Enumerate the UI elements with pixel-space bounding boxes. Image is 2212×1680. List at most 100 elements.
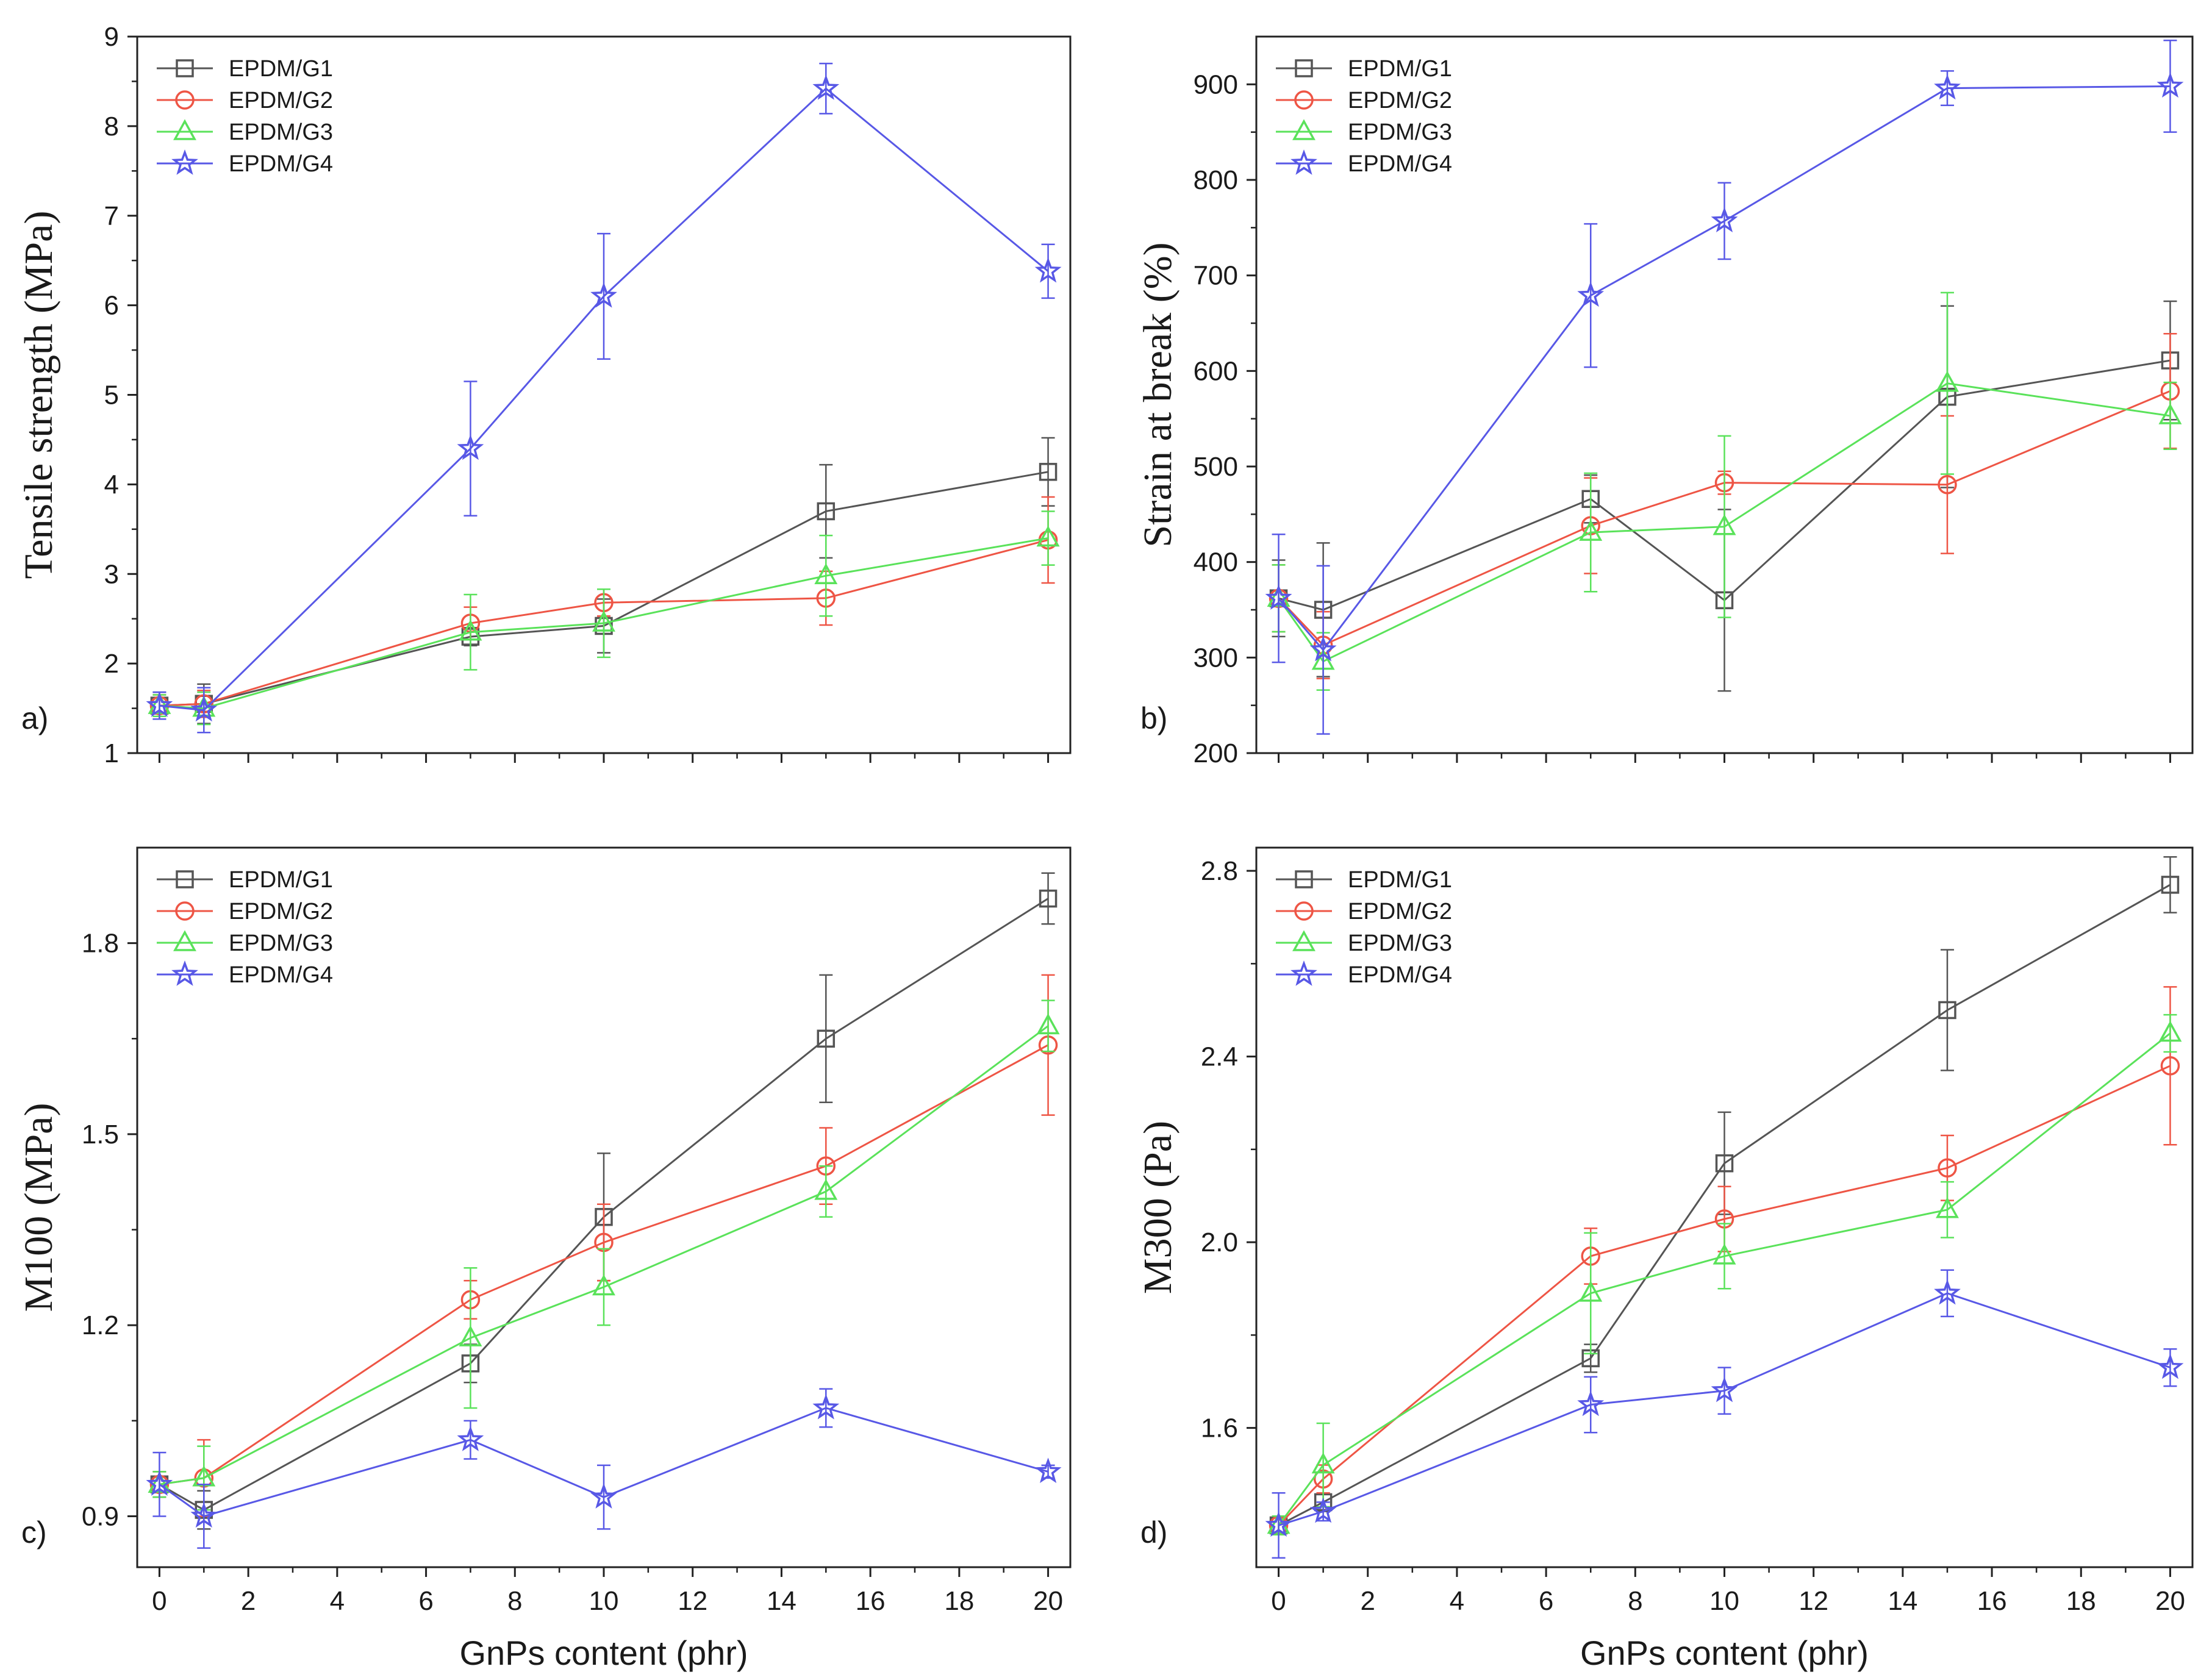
data-point xyxy=(1265,584,1292,610)
x-tick-label: 0 xyxy=(1271,1586,1286,1616)
x-tick-label: 6 xyxy=(418,1586,433,1616)
y-tick-label: 700 xyxy=(1194,261,1238,291)
data-point xyxy=(457,434,484,460)
data-point xyxy=(814,563,838,584)
y-tick-label: 8 xyxy=(104,112,119,141)
legend-entry-label: EPDM/G3 xyxy=(229,931,333,956)
data-point xyxy=(1036,1013,1060,1035)
legend-marker xyxy=(171,960,198,986)
legend-entry-label: EPDM/G2 xyxy=(1348,88,1452,113)
chart-panel-3: 0 2 4 6 8 10 12 14 16 18 20 0.9 1.2 1.5 1.8 M100 (MPa) G… xyxy=(16,846,1072,1672)
data-point xyxy=(1938,475,1957,495)
legend: EPDM/G1 EPDM/G2 EPDM/G3 EPDM/G4 xyxy=(1276,867,1452,988)
data-point xyxy=(190,1502,218,1528)
y-tick-label: 800 xyxy=(1194,165,1238,195)
y-tick-label: 0.9 xyxy=(82,1501,119,1531)
series-epdm-g1 xyxy=(150,437,1058,724)
series-line xyxy=(1278,85,2171,652)
data-point xyxy=(817,1029,836,1048)
legend-entry-label: EPDM/G2 xyxy=(1348,899,1452,924)
data-point xyxy=(1579,1281,1603,1302)
y-tick-label: 4 xyxy=(104,470,119,499)
series-epdm-g4 xyxy=(146,62,1062,734)
legend-marker xyxy=(175,901,195,921)
panel-label: a) xyxy=(21,701,48,735)
data-point xyxy=(1938,1158,1957,1178)
y-tick-label: 1.8 xyxy=(82,929,119,959)
data-point xyxy=(1309,635,1337,662)
x-tick-label: 20 xyxy=(2155,1586,2185,1616)
data-point xyxy=(1934,74,1961,100)
y-tick-label: 200 xyxy=(1194,738,1238,768)
y-tick-label: 5 xyxy=(104,381,119,410)
data-point xyxy=(2157,72,2184,98)
data-point xyxy=(1711,207,1738,232)
legend-entry-label: EPDM/G3 xyxy=(229,120,333,145)
y-tick-label: 600 xyxy=(1194,356,1238,386)
legend-entry-label: EPDM/G4 xyxy=(1348,962,1452,988)
data-point xyxy=(1034,1457,1062,1483)
x-tick-label: 14 xyxy=(1888,1586,1917,1616)
data-point xyxy=(1934,1279,1961,1305)
data-point xyxy=(459,620,482,641)
legend-marker xyxy=(173,119,196,140)
legend-entry-label: EPDM/G2 xyxy=(229,899,333,924)
data-point xyxy=(146,1470,173,1496)
y-tick-label: 3 xyxy=(104,559,119,589)
data-point xyxy=(592,610,615,632)
legend-marker xyxy=(1295,870,1313,888)
legend-marker xyxy=(1294,901,1314,921)
y-axis-title: M100 (MPa) xyxy=(16,1103,61,1312)
data-point xyxy=(2160,1056,2180,1076)
data-point xyxy=(1938,1001,1956,1020)
y-tick-label: 400 xyxy=(1194,548,1238,577)
data-point xyxy=(1577,281,1605,307)
legend-marker xyxy=(1294,90,1314,110)
legend: EPDM/G1 EPDM/G2 EPDM/G3 EPDM/G4 xyxy=(1276,56,1452,177)
legend-marker xyxy=(175,90,195,110)
legend-marker xyxy=(1290,149,1317,175)
x-tick-label: 4 xyxy=(330,1586,345,1616)
data-point xyxy=(1936,1197,1959,1218)
x-tick-label: 10 xyxy=(589,1586,619,1616)
data-point xyxy=(812,1393,840,1420)
data-point xyxy=(1039,463,1058,481)
data-point xyxy=(1034,257,1062,283)
series-line xyxy=(159,1407,1049,1518)
panel-label: b) xyxy=(1140,701,1167,735)
x-tick-label: 12 xyxy=(1799,1586,1828,1616)
data-point xyxy=(459,1325,482,1346)
data-point xyxy=(814,1179,838,1200)
y-tick-label: 6 xyxy=(104,291,119,321)
legend-marker xyxy=(1290,960,1317,986)
x-tick-label: 2 xyxy=(1360,1586,1375,1616)
data-point xyxy=(590,1483,617,1509)
x-tick-label: 18 xyxy=(2066,1586,2096,1616)
x-axis-title: GnPs content (phr) xyxy=(459,1634,748,1672)
legend: EPDM/G1 EPDM/G2 EPDM/G3 EPDM/G4 xyxy=(157,56,333,177)
data-point xyxy=(1579,520,1603,541)
data-point xyxy=(1036,525,1060,547)
series-epdm-g4 xyxy=(1265,40,2184,735)
x-axis-title: GnPs content (phr) xyxy=(1580,1634,1869,1672)
x-tick-label: 6 xyxy=(1539,1586,1553,1616)
series-epdm-g4 xyxy=(1265,1269,2184,1559)
data-point xyxy=(1311,1452,1335,1474)
legend-entry-label: EPDM/G4 xyxy=(229,962,333,988)
panel-label: c) xyxy=(21,1515,47,1550)
legend-marker xyxy=(1292,119,1315,140)
legend-entry-label: EPDM/G4 xyxy=(1348,151,1452,177)
y-tick-label: 500 xyxy=(1194,452,1238,482)
data-point xyxy=(2158,1020,2182,1042)
data-point xyxy=(146,692,173,717)
data-point xyxy=(1039,889,1058,908)
data-point xyxy=(1713,1243,1736,1265)
chart-panel-2: 200 300 400 500 600 700 800 900 Strain at break … xyxy=(1136,35,2194,768)
y-axis-title: Tensile strength (MPa) xyxy=(16,211,61,579)
x-tick-label: 10 xyxy=(1709,1586,1739,1616)
data-point xyxy=(1713,514,1736,535)
x-tick-label: 12 xyxy=(678,1586,707,1616)
series-line xyxy=(1278,1065,2171,1526)
y-tick-label: 2.0 xyxy=(1201,1228,1238,1257)
